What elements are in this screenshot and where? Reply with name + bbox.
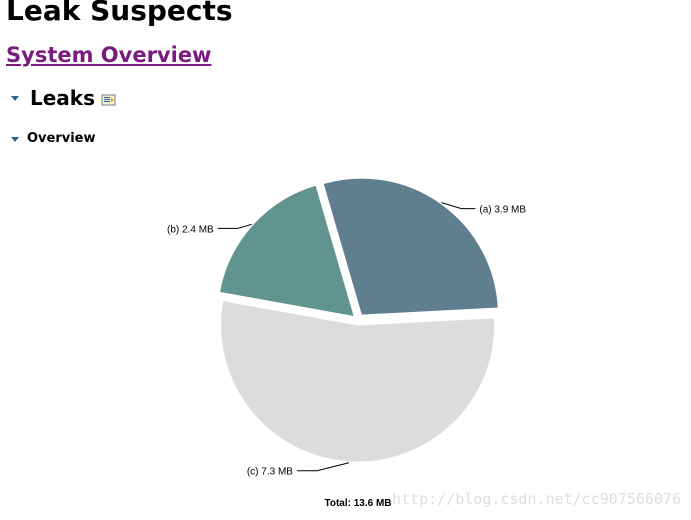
pie-label-leader-c: [296, 462, 350, 472]
triangle-down-icon[interactable]: [9, 133, 21, 145]
pie-label-leader-b: [217, 223, 252, 229]
overview-section-title: Overview: [27, 131, 96, 146]
pie-slice-label-b: (b) 2.4 MB: [167, 224, 214, 235]
pie-slice-label-c: (c) 7.3 MB: [247, 467, 293, 478]
pie-slice-a: [322, 177, 499, 316]
pie-total-label: Total: 13.6 MB: [324, 498, 391, 509]
triangle-down-icon[interactable]: [8, 91, 22, 105]
leaks-section-title: Leaks: [30, 86, 96, 110]
pie-label-leader-a: [441, 202, 476, 210]
watermark-text: http://blog.csdn.net/cc907566076: [392, 490, 681, 508]
pie-slice-b: [218, 184, 355, 318]
report-icon[interactable]: [101, 93, 117, 107]
overview-section-header[interactable]: Overview: [9, 130, 96, 148]
pie-slice-c: [220, 300, 496, 463]
page-title: Leak Suspects: [6, 0, 233, 27]
leaks-section-header[interactable]: Leaks: [8, 84, 117, 112]
system-overview-link[interactable]: System Overview: [6, 43, 212, 67]
pie-slice-label-a: (a) 3.9 MB: [479, 205, 526, 216]
